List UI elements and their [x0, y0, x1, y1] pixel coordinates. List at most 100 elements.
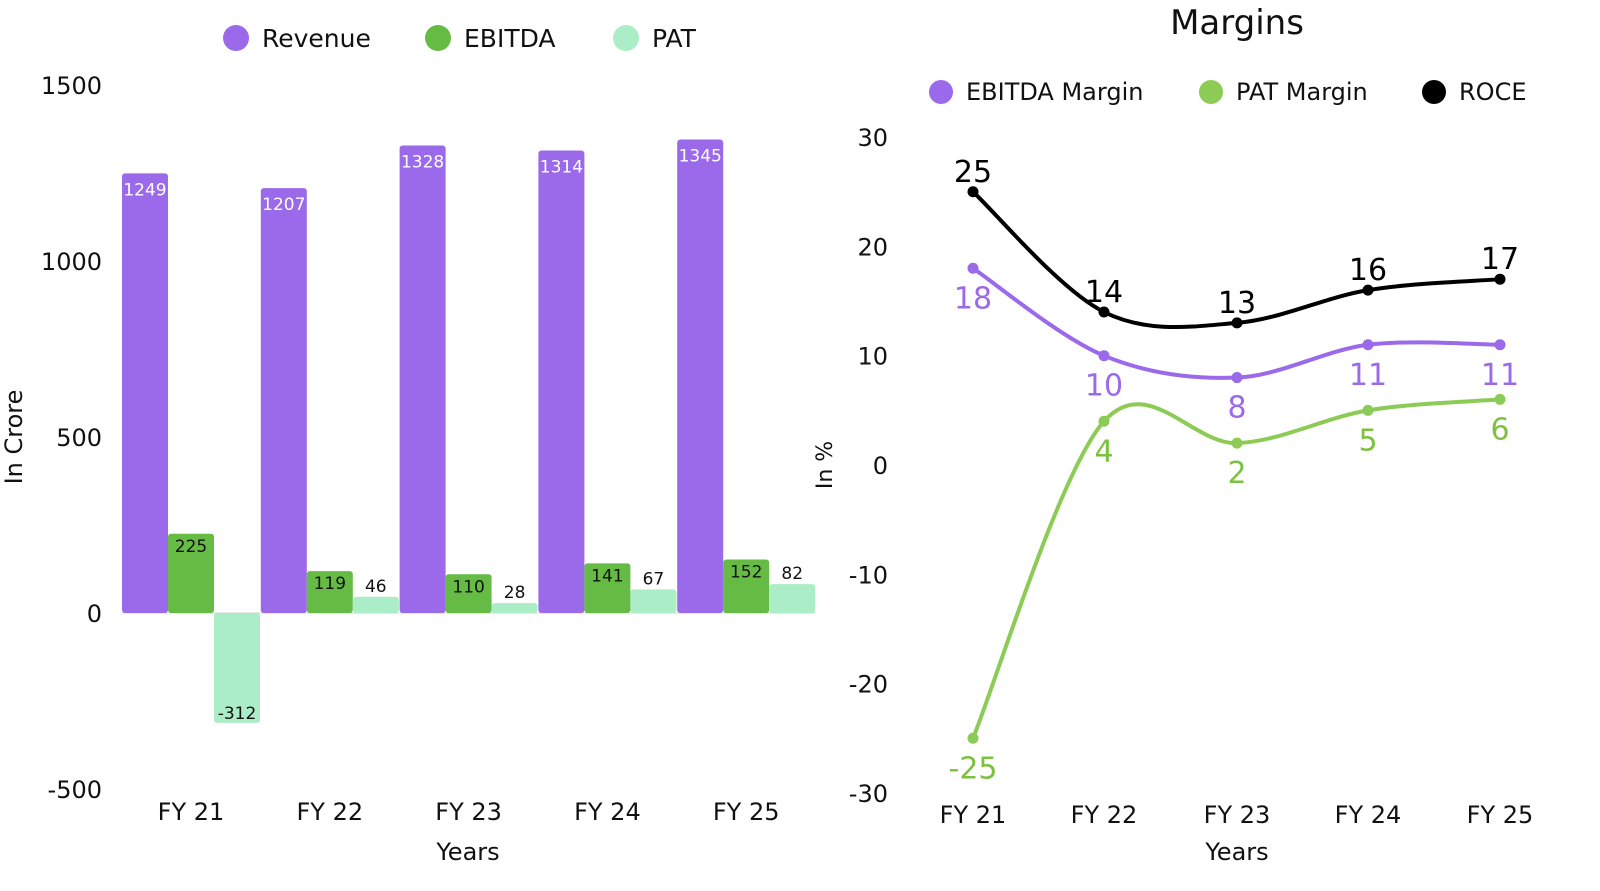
bar-chart: -500 0 500 1000 1500 1249 225 -312 FY 21 1207 119 4… [0, 24, 816, 866]
line-y-tick-label: -20 [849, 671, 888, 699]
bar-revenue-fy-22 [260, 188, 307, 614]
line-value-label: 2 [1227, 456, 1246, 491]
line-point-ebitda-margin [1231, 372, 1243, 384]
bar-value-label: 152 [730, 562, 762, 582]
line-y-tick-label: 30 [857, 124, 888, 152]
line-series-pat-margin [971, 397, 1502, 741]
margins-line-chart: Margins EBITDA Margin PAT Margin ROCE -30 -20… [813, 3, 1533, 866]
bar-value-label: 46 [365, 577, 387, 597]
bar-value-label: 119 [314, 574, 346, 594]
bar-revenue-fy-23 [399, 145, 446, 613]
line-value-label: 6 [1490, 412, 1509, 447]
line-point-pat-margin [1494, 393, 1506, 405]
line-point-ebitda-margin [1494, 339, 1506, 351]
line-point-ebitda-margin [967, 262, 979, 274]
line-point-pat-margin [1098, 415, 1110, 427]
line-value-label: 4 [1094, 434, 1113, 469]
line-x-tick-label: FY 25 [1467, 801, 1534, 829]
legend-label-revenue: Revenue [262, 24, 371, 53]
line-value-label: 8 [1227, 391, 1246, 426]
bar-x-tick-label: FY 22 [296, 798, 363, 826]
line-value-label: 18 [954, 281, 992, 316]
line-x-tick-label: FY 21 [940, 801, 1007, 829]
line-value-label: -25 [949, 751, 998, 786]
line-point-pat-margin [967, 732, 979, 744]
margins-chart-title: Margins [1170, 3, 1304, 43]
bar-pat-fy-24 [630, 589, 677, 613]
bar-value-label: 141 [591, 566, 623, 586]
bar-ebitda-fy-22 [306, 571, 353, 613]
bar-value-label: 82 [781, 564, 803, 584]
legend-marker-ebitda [425, 25, 451, 51]
bar-value-label: 225 [175, 537, 207, 557]
line-y-tick-label: 20 [857, 233, 888, 261]
bar-y-tick-label: 0 [87, 600, 102, 628]
bar-pat-fy-23 [491, 603, 538, 613]
bar-value-label: 110 [452, 577, 484, 597]
bar-y-tick-label: 500 [56, 424, 102, 452]
bar-x-tick-label: FY 23 [435, 798, 502, 826]
line-value-label: 13 [1218, 286, 1256, 321]
bar-y-tick-label: -500 [48, 776, 102, 804]
bar-revenue-fy-24 [538, 150, 585, 614]
bar-value-label: 28 [504, 583, 526, 603]
line-x-tick-label: FY 22 [1071, 801, 1138, 829]
bar-y-tick-label: 1000 [41, 248, 102, 276]
bar-x-tick-label: FY 21 [158, 798, 225, 826]
line-value-label: 11 [1349, 358, 1387, 393]
bar-ebitda-fy-25 [723, 559, 770, 613]
line-value-label: 11 [1481, 358, 1519, 393]
line-point-roce [967, 186, 979, 198]
line-point-pat-margin [1231, 437, 1243, 449]
line-value-label: 16 [1349, 253, 1387, 288]
legend-marker-pat-margin [1199, 80, 1223, 104]
legend-label-ebitda: EBITDA [464, 24, 556, 53]
legend-marker-ebitda-margin [929, 80, 953, 104]
line-x-axis-title: Years [1204, 838, 1268, 866]
bar-value-label: 1328 [401, 153, 444, 173]
legend-marker-revenue [223, 25, 249, 51]
line-y-tick-label: -10 [849, 561, 888, 589]
line-value-label: 5 [1358, 423, 1377, 458]
bar-pat-fy-25 [769, 584, 816, 613]
bar-y-tick-label: 1500 [41, 72, 102, 100]
line-y-tick-label: 0 [873, 452, 888, 480]
line-x-tick-label: FY 23 [1204, 801, 1271, 829]
bar-revenue-fy-21 [122, 173, 168, 614]
line-point-pat-margin [1362, 404, 1374, 416]
bar-value-label: 1345 [679, 147, 722, 167]
line-y-axis-title: In % [813, 441, 838, 489]
bar-value-label: 1249 [123, 180, 166, 200]
line-y-tick-label: -30 [849, 780, 888, 808]
line-value-label: 25 [954, 155, 992, 190]
line-value-label: 14 [1085, 275, 1123, 310]
bar-value-label: 1207 [262, 195, 305, 215]
legend-label-roce: ROCE [1459, 78, 1527, 106]
legend-marker-pat [613, 25, 639, 51]
line-point-roce [1494, 273, 1506, 285]
bar-revenue-fy-25 [677, 139, 724, 613]
legend-label-pat-margin: PAT Margin [1236, 78, 1368, 106]
bar-value-label: -312 [218, 704, 257, 724]
bar-value-label: 67 [643, 569, 665, 589]
line-point-roce [1098, 306, 1110, 318]
legend-marker-roce [1422, 80, 1446, 104]
bar-y-axis-title: In Crore [0, 390, 28, 485]
line-value-label: 10 [1085, 369, 1123, 404]
bar-x-tick-label: FY 25 [713, 798, 780, 826]
bar-x-tick-label: FY 24 [574, 798, 641, 826]
legend-label-ebitda-margin: EBITDA Margin [966, 78, 1143, 106]
legend-label-pat: PAT [652, 24, 697, 53]
line-y-tick-label: 10 [857, 343, 888, 371]
bar-ebitda-fy-24 [584, 563, 631, 613]
bar-pat-fy-22 [352, 596, 399, 613]
line-point-roce [1231, 317, 1243, 329]
line-point-ebitda-margin [1098, 350, 1110, 362]
line-x-tick-label: FY 24 [1335, 801, 1402, 829]
bar-value-label: 1314 [540, 157, 583, 177]
line-value-label: 17 [1481, 242, 1519, 277]
line-point-roce [1362, 284, 1374, 296]
bar-ebitda-fy-21 [168, 533, 214, 613]
bar-ebitda-fy-23 [445, 574, 492, 613]
